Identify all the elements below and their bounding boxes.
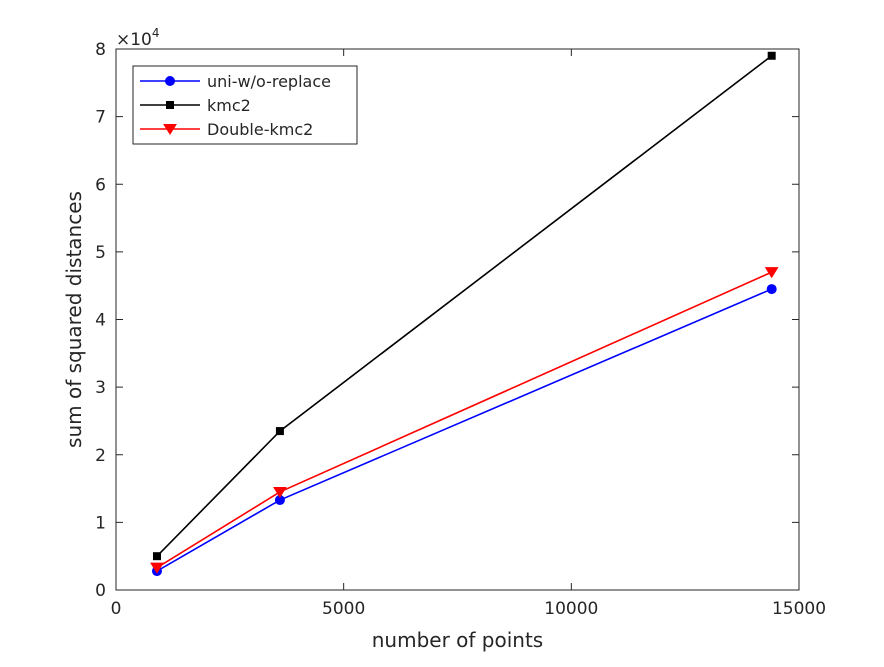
series-kmc2 (152, 51, 776, 561)
y-tick-label: 7 (95, 108, 106, 128)
data-point (152, 552, 161, 561)
data-point (275, 427, 284, 436)
y-tick-label: 4 (95, 311, 106, 331)
legend: uni-w/o-replace kmc2 Double-kmc2 (132, 65, 358, 145)
legend-item: Double-kmc2 (140, 120, 313, 139)
y-axis-multiplier-base: ×10 (116, 30, 152, 50)
legend-item: kmc2 (140, 96, 251, 115)
x-tick-label: 0 (111, 599, 122, 619)
data-point (273, 486, 287, 498)
y-axis-multiplier-exponent: 4 (152, 26, 160, 40)
series-uni-w/o-replace (151, 284, 777, 577)
legend-swatch-marker (166, 101, 174, 109)
legend-swatch-marker (163, 124, 177, 136)
data-point (767, 51, 776, 60)
y-tick-label: 8 (95, 40, 106, 60)
legend-item: uni-w/o-replace (140, 72, 331, 91)
series-Double-kmc2 (150, 267, 779, 574)
y-tick-label: 3 (95, 378, 106, 398)
y-axis-title: sum of squared distances (62, 191, 86, 448)
legend-label: kmc2 (207, 96, 251, 115)
y-axis-multiplier: ×104 (116, 26, 160, 50)
data-point (764, 267, 779, 279)
y-tick-label: 6 (95, 175, 106, 195)
x-tick-label: 5000 (322, 599, 365, 619)
y-tick-label: 2 (95, 446, 106, 466)
axis-ticks: 0 5000 10000 15000 0 1 2 3 4 5 6 7 8 (95, 40, 826, 619)
legend-label: uni-w/o-replace (207, 72, 331, 91)
legend-label: Double-kmc2 (207, 120, 313, 139)
y-tick-label: 5 (95, 243, 106, 263)
legend-swatch-marker (165, 76, 175, 86)
y-tick-label: 1 (95, 513, 106, 533)
y-tick-label: 0 (95, 581, 106, 601)
x-tick-label: 10000 (544, 599, 598, 619)
data-point (766, 284, 777, 295)
x-axis-title: number of points (372, 628, 543, 652)
data-point (150, 562, 164, 574)
x-tick-label: 15000 (772, 599, 826, 619)
series-layer (150, 51, 779, 577)
